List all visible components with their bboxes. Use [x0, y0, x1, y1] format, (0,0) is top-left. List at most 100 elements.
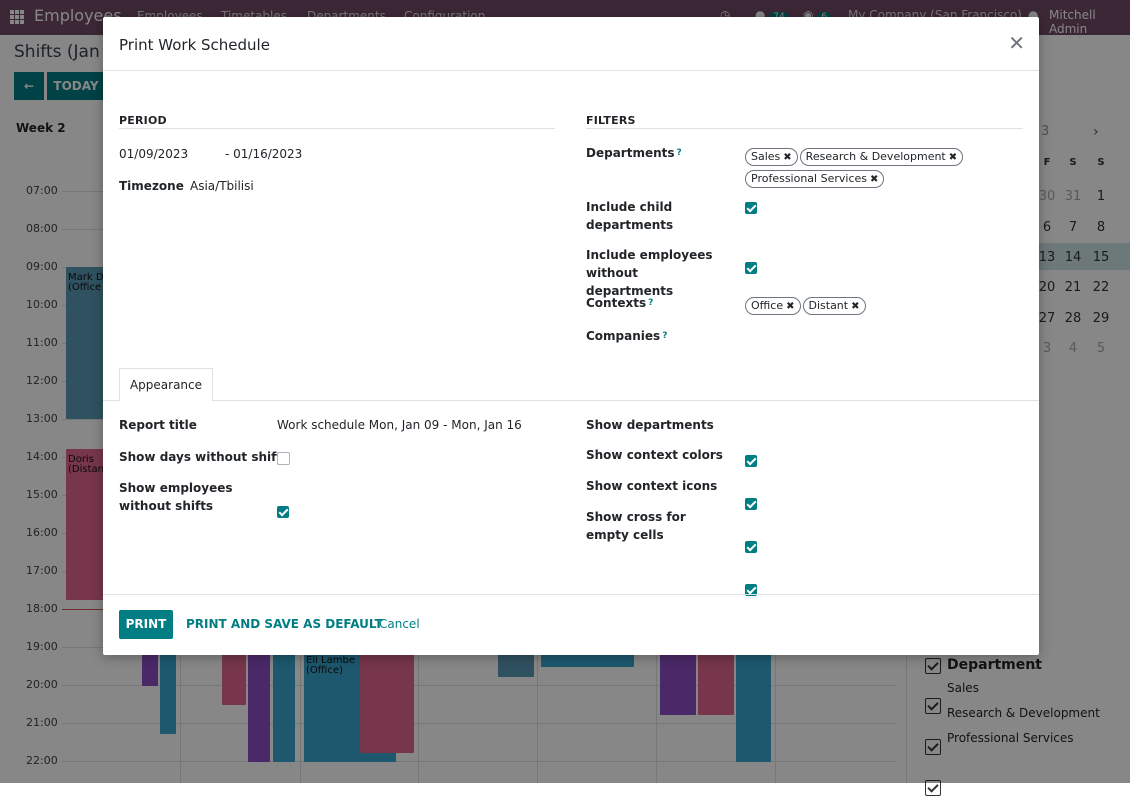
mini-cal-week-highlight	[1035, 243, 1130, 270]
department-filter-title[interactable]: Department	[947, 657, 1042, 673]
chevron-down-icon[interactable]: ⌄	[1031, 659, 1041, 672]
shift-event[interactable]	[160, 650, 176, 734]
shift-event[interactable]	[698, 650, 734, 715]
hour-label: 15:00	[26, 488, 58, 501]
mini-cal-day[interactable]: 3	[1042, 341, 1052, 356]
companies-field[interactable]	[745, 327, 1005, 345]
app-brand[interactable]: Employees	[34, 6, 122, 25]
show-departments-checkbox[interactable]	[745, 455, 757, 467]
mini-cal-day[interactable]: 29	[1092, 311, 1110, 326]
day-column-line	[418, 640, 419, 783]
remove-tag-icon[interactable]: ✖	[786, 301, 795, 312]
help-icon[interactable]: ?	[648, 298, 654, 308]
help-icon[interactable]: ?	[676, 148, 682, 158]
mini-cal-day[interactable]: 30	[1038, 189, 1056, 204]
hour-line	[62, 685, 897, 686]
mini-cal-day[interactable]: 8	[1096, 220, 1106, 235]
hour-label: 19:00	[26, 640, 58, 653]
tab-bar-line	[103, 400, 1039, 401]
show-employees-label: Show employees without shifts	[119, 481, 233, 513]
hour-label: 16:00	[26, 526, 58, 539]
hour-label: 08:00	[26, 222, 58, 235]
week-label: Week 2	[16, 121, 66, 135]
period-end-field[interactable]: - 01/16/2023	[225, 147, 303, 161]
filter-item[interactable]: Professional Services	[947, 731, 1074, 745]
contexts-tags[interactable]: Office ✖ Distant ✖	[745, 297, 1005, 319]
mini-cal-day[interactable]: 27	[1038, 311, 1056, 326]
mini-cal-day[interactable]: 5	[1096, 341, 1106, 356]
help-icon[interactable]: ?	[662, 331, 668, 341]
next-month-icon[interactable]: ›	[1093, 124, 1099, 140]
page-title: Shifts (Jan 9	[14, 42, 116, 62]
mini-cal-day[interactable]: 22	[1092, 280, 1110, 295]
show-context-colors-checkbox[interactable]	[745, 498, 757, 510]
mini-cal-day[interactable]: 6	[1042, 220, 1052, 235]
shift-event-label: Doris (Distan	[68, 454, 104, 475]
tab-appearance[interactable]: Appearance	[119, 368, 213, 402]
contexts-label: Contexts?	[586, 296, 654, 310]
show-days-checkbox[interactable]	[277, 452, 290, 465]
include-child-checkbox[interactable]	[745, 202, 757, 214]
previous-button[interactable]: ←	[14, 72, 44, 100]
filter-checkbox[interactable]	[925, 739, 941, 755]
period-start-field[interactable]: 01/09/2023	[119, 147, 189, 161]
clock-icon[interactable]: ◷	[720, 8, 731, 22]
include-child-label: Include child departments	[586, 200, 674, 232]
shift-event[interactable]	[736, 650, 771, 762]
section-divider	[119, 128, 555, 129]
user-menu[interactable]: Mitchell Admin	[1049, 8, 1096, 36]
mini-cal-day[interactable]: 15	[1092, 250, 1110, 265]
shift-event[interactable]	[273, 650, 295, 762]
filter-item[interactable]: Research & Development	[947, 706, 1100, 720]
mini-cal-day[interactable]: 7	[1068, 220, 1078, 235]
mini-cal-day[interactable]: 4	[1068, 341, 1078, 356]
mini-cal-day[interactable]: 20	[1038, 280, 1056, 295]
dialog-footer-divider	[103, 594, 1039, 595]
timezone-field[interactable]: Asia/Tbilisi	[190, 179, 254, 193]
hour-label: 20:00	[26, 678, 58, 691]
mini-cal-day[interactable]: 21	[1064, 280, 1082, 295]
show-cross-checkbox[interactable]	[745, 584, 757, 596]
mini-cal-dow: F	[1043, 157, 1051, 168]
mini-cal-day[interactable]: 28	[1064, 311, 1082, 326]
shift-event[interactable]: Mark D (Office	[66, 267, 106, 419]
shift-event[interactable]	[142, 650, 158, 686]
hour-label: 21:00	[26, 716, 58, 729]
mini-cal-dow: S	[1069, 157, 1077, 168]
period-section-header: PERIOD	[119, 114, 167, 127]
print-and-save-button[interactable]: PRINT AND SAVE AS DEFAULT	[186, 617, 383, 631]
apps-menu-icon[interactable]	[10, 10, 24, 24]
departments-tags[interactable]: Sales ✖ Research & Development ✖ Professiona…	[745, 148, 1005, 192]
close-icon[interactable]: ✕	[1008, 31, 1025, 55]
report-title-field[interactable]: Work schedule Mon, Jan 09 - Mon, Jan 16	[277, 418, 522, 432]
show-departments-label: Show departments	[586, 418, 714, 432]
filter-item[interactable]: Sales	[947, 681, 979, 695]
remove-tag-icon[interactable]: ✖	[783, 152, 792, 163]
remove-tag-icon[interactable]: ✖	[948, 152, 958, 163]
shift-event[interactable]	[222, 650, 246, 705]
mini-cal-day[interactable]: 1	[1096, 189, 1106, 204]
filter-checkbox[interactable]	[925, 698, 941, 714]
show-days-label: Show days without shifts	[119, 450, 290, 464]
dialog-header: Print Work Schedule ✕	[103, 17, 1039, 71]
print-button[interactable]: PRINT	[119, 610, 173, 639]
shift-event[interactable]	[248, 650, 270, 762]
include-without-dept-checkbox[interactable]	[745, 262, 757, 274]
mini-cal-day[interactable]: 31	[1064, 189, 1082, 204]
shift-event[interactable]	[360, 650, 414, 753]
cancel-button[interactable]: Cancel	[379, 617, 420, 631]
day-column-line	[775, 640, 776, 783]
remove-tag-icon[interactable]: ✖	[851, 301, 860, 312]
shift-event[interactable]	[660, 650, 696, 715]
shift-event[interactable]: Doris (Distan	[66, 449, 106, 600]
mini-cal-day[interactable]: 13	[1038, 250, 1056, 265]
show-context-icons-checkbox[interactable]	[745, 541, 757, 553]
mini-cal-day[interactable]: 14	[1064, 250, 1082, 265]
today-button[interactable]: TODAY	[47, 72, 105, 100]
avatar[interactable]: ●	[1028, 8, 1039, 22]
hour-label: 10:00	[26, 298, 58, 311]
remove-tag-icon[interactable]: ✖	[870, 174, 879, 185]
hour-label: 07:00	[26, 184, 58, 197]
show-employees-checkbox[interactable]	[277, 506, 289, 518]
department-group-checkbox[interactable]	[925, 658, 941, 674]
